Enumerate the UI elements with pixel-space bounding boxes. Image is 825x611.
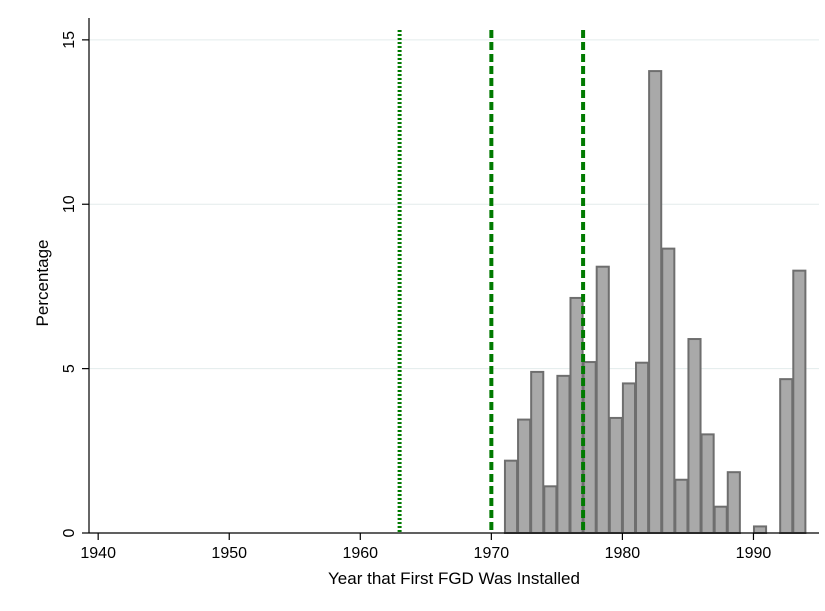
histogram-bar-1977 [582,361,597,534]
histogram-bar-1992 [779,378,794,534]
x-tick-label-1980: 1980 [605,545,641,562]
histogram-bar-1973 [530,370,545,535]
histogram-bar-1985 [687,338,702,534]
histogram-bar-1975 [556,374,571,535]
x-tick-label-1960: 1960 [342,545,378,562]
histogram-bar-1982 [648,70,663,535]
reference-lines [397,30,586,533]
gridlines [89,39,819,370]
y-tick-label-15: 15 [61,31,78,49]
axes [82,18,819,540]
y-tick-label-10: 10 [61,195,78,213]
histogram-bar-1986 [700,433,715,535]
histogram-bar-1993 [792,269,807,534]
histogram-bar-1976 [569,296,584,534]
y-tick-label-5: 5 [61,364,78,373]
histogram-bar-1990 [752,525,768,535]
y-tick-label-0: 0 [61,528,78,537]
histogram-bar-1979 [608,416,623,534]
histogram-bar-1980 [621,382,637,534]
y-axis-title: Percentage [33,240,52,327]
histogram-bar-1988 [726,471,741,535]
x-tick-label-1950: 1950 [211,545,247,562]
histogram-bar-1972 [517,418,532,534]
histogram-bar-1984 [674,478,689,535]
histogram-bar-1978 [595,265,610,534]
x-tick-label-1990: 1990 [736,545,772,562]
histogram-bar-1983 [661,247,676,534]
x-axis-title: Year that First FGD Was Installed [328,569,580,588]
histogram-bar-1987 [713,505,728,534]
x-tick-label-1970: 1970 [474,545,510,562]
bars [503,70,807,535]
x-tick-label-1940: 1940 [80,545,116,562]
tick-labels: 0 5 10 15 1940 1950 1960 1970 1980 1990 [61,31,771,562]
histogram-bar-1974 [543,485,558,535]
histogram-bar-1971 [503,459,519,535]
histogram-bar-1981 [635,361,650,535]
